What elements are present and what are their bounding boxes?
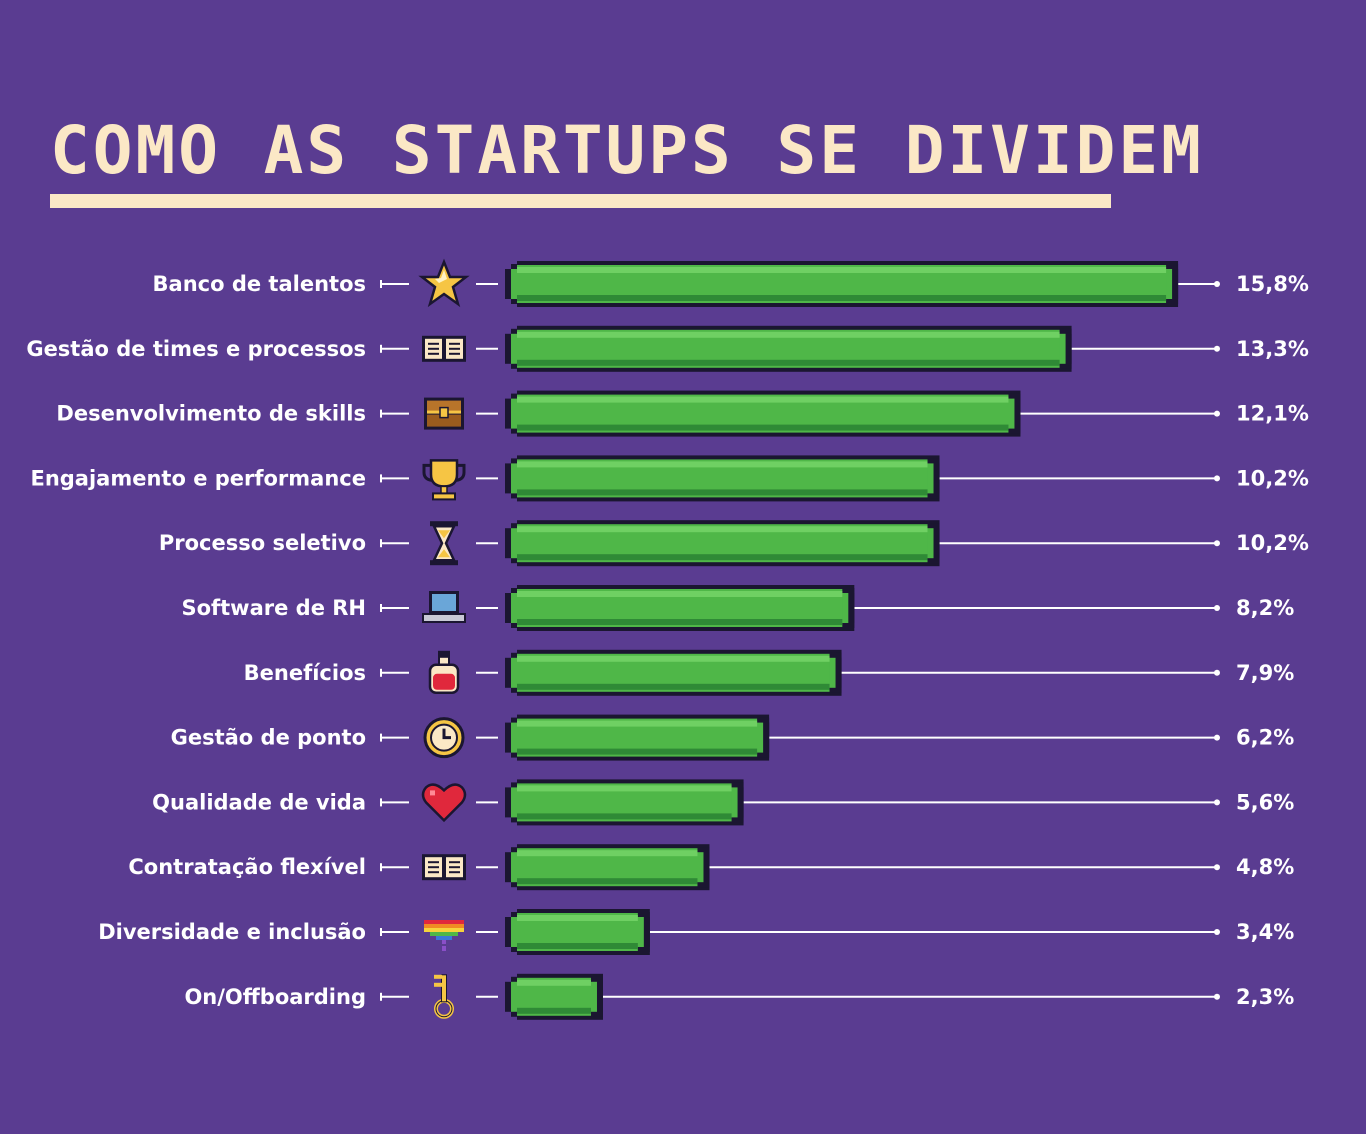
value-guide-dot: [1214, 540, 1220, 547]
trophy-icon: [422, 459, 466, 501]
value-guide-dot: [1214, 734, 1220, 741]
value-label: 12,1%: [1236, 402, 1309, 426]
value-label: 4,8%: [1236, 855, 1294, 879]
key-icon: [434, 974, 454, 1019]
clock-icon: [423, 717, 465, 759]
value-label: 7,9%: [1236, 661, 1294, 685]
bar-row-qualidade-de-vida: Qualidade de vida 5,6%: [152, 779, 1294, 826]
category-label: Qualidade de vida: [152, 790, 366, 814]
category-label: Diversidade e inclusão: [98, 920, 366, 944]
value-label: 10,2%: [1236, 531, 1309, 555]
category-label: Contratação flexível: [128, 855, 366, 879]
bar-row-gestao-de-times-e-processos: Gestão de times e processos 13,3%: [26, 325, 1309, 372]
bar-gestao-de-times-e-processos: [505, 325, 1072, 372]
value-label: 8,2%: [1236, 596, 1294, 620]
value-guide-dot: [1214, 281, 1220, 287]
value-guide-dot: [1214, 345, 1220, 352]
star-icon: [418, 258, 470, 308]
bar-desenvolvimento-de-skills: [505, 390, 1021, 437]
category-label: Benefícios: [244, 661, 366, 685]
bar-row-gestao-de-ponto: Gestão de ponto 6,2%: [171, 714, 1294, 761]
title-underline: [50, 194, 1111, 208]
bar-row-diversidade-e-inclusao: Diversidade e inclusão 3,4%: [98, 909, 1294, 955]
bar-diversidade-e-inclusao: [505, 909, 650, 955]
open-book-icon: [422, 854, 466, 881]
value-guide-dot: [1214, 605, 1220, 611]
category-label: Desenvolvimento de skills: [56, 402, 366, 426]
value-guide-dot: [1214, 475, 1220, 482]
value-guide-dot: [1214, 929, 1220, 935]
bar-banco-de-talentos: [505, 261, 1179, 307]
potion-icon: [428, 650, 460, 695]
value-guide-dot: [1214, 669, 1220, 676]
chart-title: COMO AS STARTUPS SE DIVIDEM: [50, 112, 1204, 189]
category-label: Banco de talentos: [153, 272, 366, 296]
bar-engajamento-e-performance: [505, 455, 940, 502]
value-label: 5,6%: [1236, 790, 1294, 814]
bar-gestao-de-ponto: [505, 714, 770, 761]
hourglass-icon: [430, 521, 458, 566]
bar-row-software-de-rh: Software de RH 8,2%: [181, 585, 1294, 631]
bar-software-de-rh: [505, 585, 855, 631]
rainbow-heart-icon: [424, 920, 464, 951]
category-label: Processo seletivo: [159, 531, 366, 555]
value-guide-dot: [1214, 410, 1220, 417]
treasure-chest-icon: [424, 397, 464, 430]
bar-contratacao-flexivel: [505, 844, 710, 891]
category-label: Gestão de times e processos: [26, 337, 366, 361]
bar-beneficios: [505, 649, 842, 696]
category-label: Software de RH: [181, 596, 366, 620]
bar-row-desenvolvimento-de-skills: Desenvolvimento de skills 12,1%: [56, 390, 1309, 437]
category-label: Engajamento e performance: [30, 466, 366, 490]
bar-row-engajamento-e-performance: Engajamento e performance 10,2%: [30, 455, 1309, 502]
heart-icon: [421, 783, 467, 823]
value-label: 10,2%: [1236, 466, 1309, 490]
value-label: 15,8%: [1236, 272, 1309, 296]
category-label: On/Offboarding: [184, 985, 366, 1009]
bar-row-processo-seletivo: Processo seletivo 10,2%: [159, 520, 1309, 567]
bar-row-contratacao-flexivel: Contratação flexível 4,8%: [128, 844, 1294, 891]
value-label: 6,2%: [1236, 726, 1294, 750]
open-book-icon: [422, 335, 466, 362]
bar-row-beneficios: Benefícios 7,9%: [244, 649, 1294, 696]
value-label: 2,3%: [1236, 985, 1294, 1009]
bar-processo-seletivo: [505, 520, 940, 567]
value-label: 13,3%: [1236, 337, 1309, 361]
value-guide-dot: [1214, 799, 1220, 806]
value-guide-dot: [1214, 864, 1220, 871]
value-label: 3,4%: [1236, 920, 1294, 944]
bar-on-offboarding: [505, 973, 603, 1020]
laptop-icon: [422, 591, 466, 623]
bar-row-banco-de-talentos: Banco de talentos 15,8%: [153, 258, 1309, 308]
bar-row-on-offboarding: On/Offboarding 2,3%: [184, 973, 1294, 1020]
value-guide-dot: [1214, 993, 1220, 1000]
bar-qualidade-de-vida: [505, 779, 744, 826]
category-label: Gestão de ponto: [171, 726, 366, 750]
